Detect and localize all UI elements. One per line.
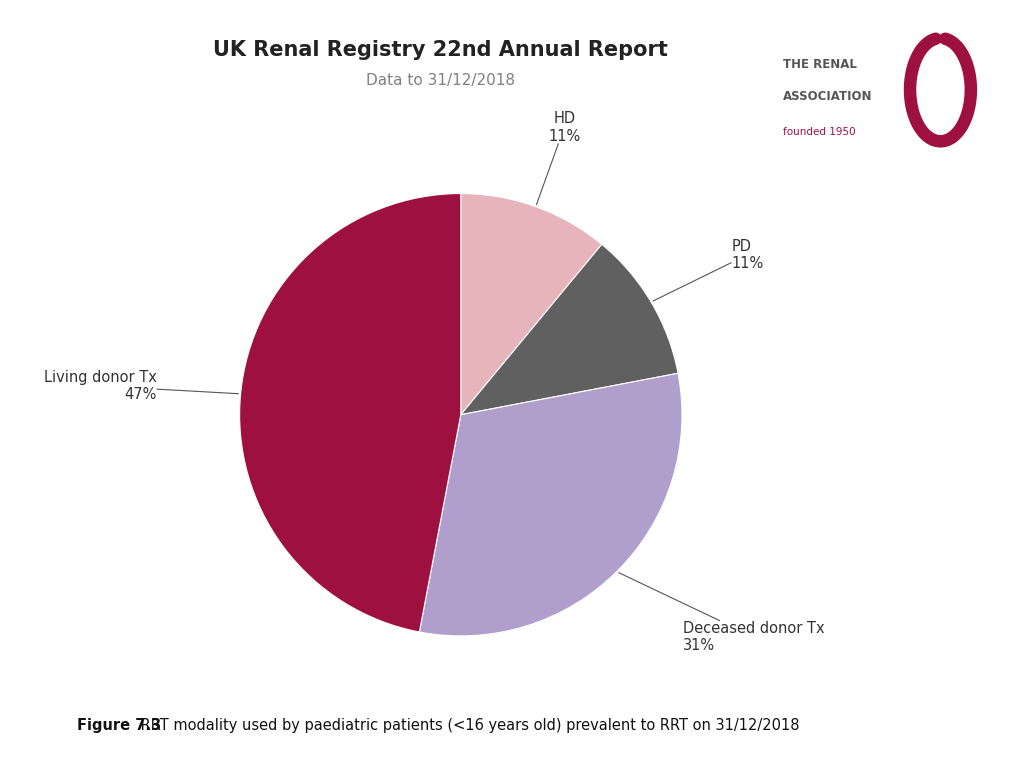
Wedge shape <box>420 373 682 636</box>
Text: RRT modality used by paediatric patients (<16 years old) prevalent to RRT on 31/: RRT modality used by paediatric patients… <box>136 718 800 733</box>
Text: UK Renal Registry 22nd Annual Report: UK Renal Registry 22nd Annual Report <box>213 40 668 60</box>
Text: Figure 7.3: Figure 7.3 <box>77 718 161 733</box>
Wedge shape <box>461 194 602 415</box>
Text: PD
11%: PD 11% <box>653 239 764 301</box>
Wedge shape <box>461 244 678 415</box>
Text: Living donor Tx
47%: Living donor Tx 47% <box>44 370 239 402</box>
Text: Deceased donor Tx
31%: Deceased donor Tx 31% <box>618 573 824 653</box>
Text: ASSOCIATION: ASSOCIATION <box>782 90 872 103</box>
Text: founded 1950: founded 1950 <box>782 127 855 137</box>
Text: Data to 31/12/2018: Data to 31/12/2018 <box>366 73 515 88</box>
Text: THE RENAL: THE RENAL <box>782 58 857 71</box>
Wedge shape <box>240 194 461 632</box>
Text: HD
11%: HD 11% <box>537 111 581 204</box>
